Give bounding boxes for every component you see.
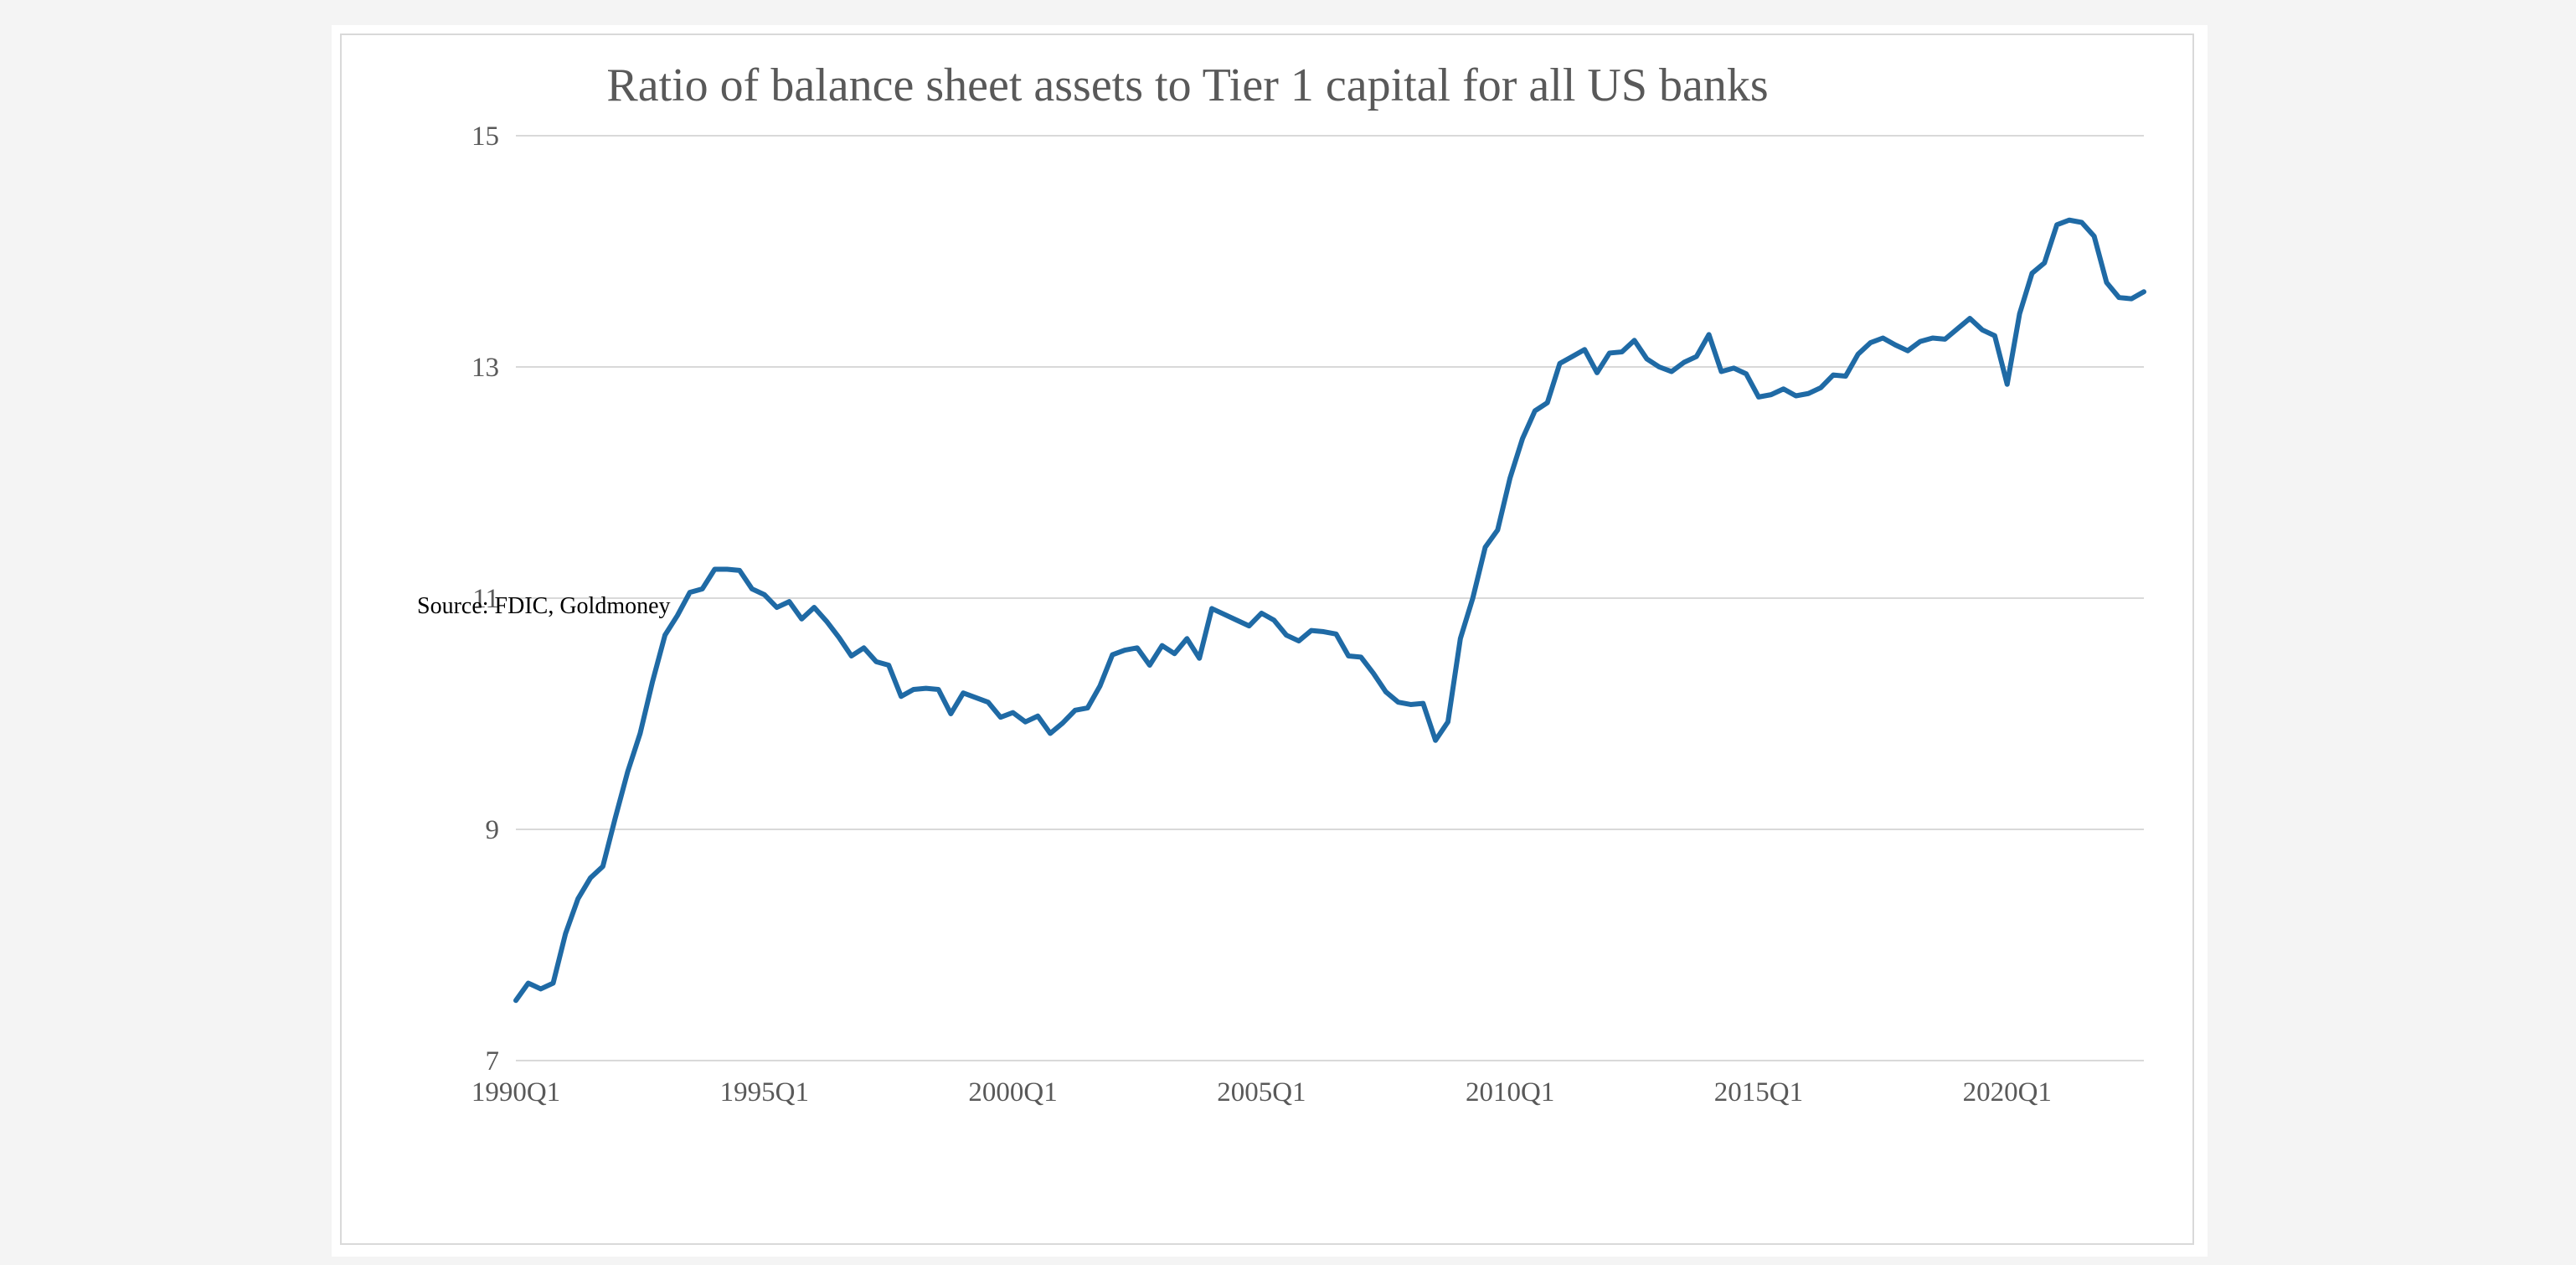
chart-title: Ratio of balance sheet assets to Tier 1 … xyxy=(606,59,1768,111)
series-layer xyxy=(513,217,2146,1004)
x-tick-label: 2010Q1 xyxy=(1466,1077,1554,1108)
x-tick-label: 2005Q1 xyxy=(1217,1077,1306,1108)
x-tick-label: 2020Q1 xyxy=(1963,1077,2052,1108)
gridlines xyxy=(516,135,2144,1061)
source-note: Source: FDIC, Goldmoney xyxy=(417,593,671,619)
x-tick-label: 2015Q1 xyxy=(1714,1077,1803,1108)
chart: Ratio of balance sheet assets to Tier 1 … xyxy=(417,59,2146,1108)
y-tick-label: 9 xyxy=(486,815,500,845)
x-axis-ticks: 1990Q1 1995Q1 2000Q1 2005Q1 2010Q1 2015Q1 2020… xyxy=(471,1077,2052,1108)
x-tick-label: 1995Q1 xyxy=(720,1077,809,1108)
y-tick-label: 15 xyxy=(471,121,499,152)
x-tick-label: 2000Q1 xyxy=(968,1077,1057,1108)
y-axis-ticks: 7 9 11 13 15 xyxy=(471,121,499,1077)
chart-frame: Ratio of balance sheet assets to Tier 1 … xyxy=(340,34,2194,1245)
x-tick-label: 1990Q1 xyxy=(471,1077,560,1108)
y-tick-label: 11 xyxy=(472,584,499,614)
y-tick-label: 7 xyxy=(486,1046,500,1077)
series-line xyxy=(513,217,2146,1004)
chart-card: Ratio of balance sheet assets to Tier 1 … xyxy=(332,25,2208,1257)
y-tick-label: 13 xyxy=(471,353,499,383)
